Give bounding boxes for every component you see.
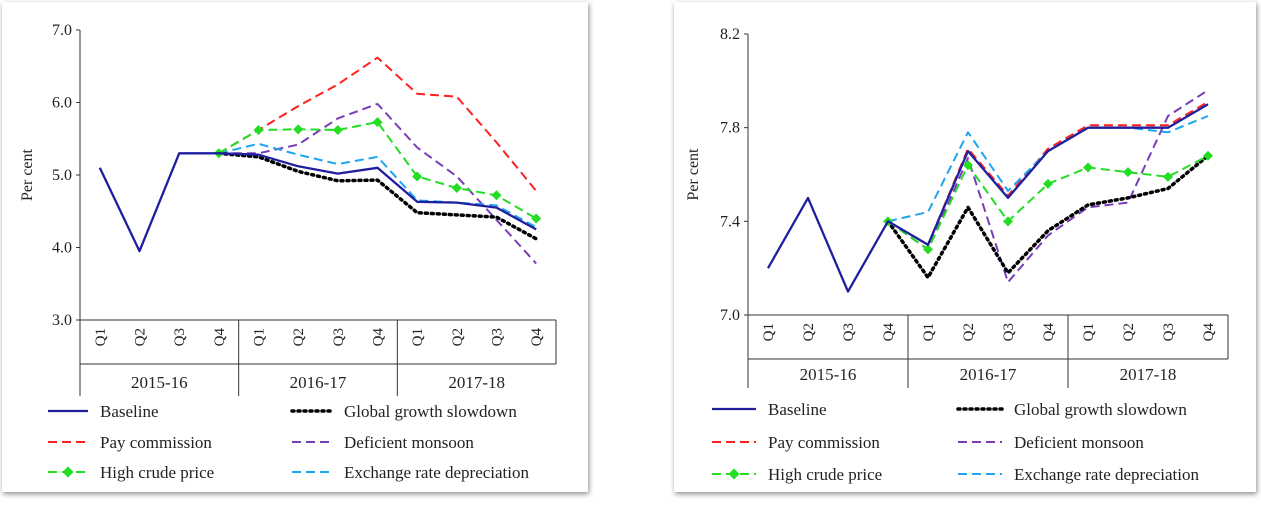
data-point-diamond — [1123, 167, 1133, 178]
y-tick-label: 7.8 — [720, 120, 740, 137]
data-point-diamond — [253, 125, 264, 136]
x-tick-label: Q3 — [1001, 323, 1017, 341]
data-point-diamond — [372, 117, 383, 128]
legend-label: Baseline — [768, 400, 827, 419]
data-point-diamond — [963, 160, 973, 171]
data-point-diamond — [332, 125, 343, 136]
data-point-diamond — [1003, 216, 1013, 227]
series-line-exchange-rate-depreciation — [218, 142, 537, 229]
legend-diamond — [62, 466, 74, 478]
legend-label: Exchange rate depreciation — [1014, 465, 1200, 484]
year-label: 2015-16 — [800, 365, 857, 384]
legend-label: Exchange rate depreciation — [344, 463, 530, 482]
chart-panel-left: 3.0 4.0 5.0 6.0 7.0 Per cent Q1 Q2 Q3 Q4 Q1 Q2 Q3 Q4 Q… — [2, 2, 588, 492]
series-line-pay-commission — [218, 56, 537, 192]
chart-right: 7.0 7.4 7.8 8.2 Per cent Q1 Q2 Q3 Q4 Q1 Q2 Q3 Q4 Q1 Q2… — [685, 26, 1229, 484]
chart-left: 3.0 4.0 5.0 6.0 7.0 Per cent Q1 Q2 Q3 Q4 Q1 Q2 Q3 Q4 Q… — [19, 22, 557, 482]
x-tick-label: Q1 — [410, 328, 426, 346]
year-label: 2015-16 — [131, 373, 188, 392]
x-tick-label: Q3 — [172, 328, 188, 346]
legend-label: High crude price — [768, 465, 882, 484]
data-point-diamond — [1203, 150, 1213, 161]
data-point-diamond — [451, 183, 462, 194]
x-tick-label: Q2 — [1121, 323, 1137, 341]
legend-label: High crude price — [100, 463, 214, 482]
x-tick-label: Q4 — [1041, 323, 1057, 342]
legend-diamond — [728, 468, 740, 480]
x-tick-label: Q1 — [93, 328, 109, 346]
y-tick-label: 8.2 — [720, 26, 740, 43]
x-tick-label: Q1 — [921, 323, 937, 341]
y-tick-label: 5.0 — [52, 167, 72, 184]
year-label: 2016-17 — [960, 365, 1017, 384]
data-point-diamond — [293, 124, 304, 135]
data-point-diamond — [412, 171, 423, 182]
series-line-global-growth-slowdown — [217, 151, 538, 241]
y-tick-label: 6.0 — [52, 95, 72, 112]
series-line-high-crude-price — [218, 121, 537, 220]
x-tick-label: Q4 — [881, 323, 897, 342]
x-tick-label: Q3 — [490, 328, 506, 346]
y-axis-label: Per cent — [685, 148, 702, 201]
x-tick-label: Q2 — [291, 328, 307, 346]
x-tick-label: Q1 — [761, 323, 777, 341]
year-label: 2016-17 — [290, 373, 347, 392]
chart-panel-right: 7.0 7.4 7.8 8.2 Per cent Q1 Q2 Q3 Q4 Q1 Q2 Q3 Q4 Q1 Q2… — [674, 2, 1256, 492]
x-tick-label: Q4 — [1201, 323, 1217, 342]
x-tick-label: Q3 — [841, 323, 857, 341]
year-label: 2017-18 — [1120, 365, 1177, 384]
legend-label: Deficient monsoon — [344, 433, 474, 452]
x-tick-label: Q1 — [1081, 323, 1097, 341]
x-tick-label: Q4 — [371, 328, 387, 347]
x-tick-label: Q2 — [133, 328, 149, 346]
data-point-diamond — [1043, 178, 1053, 189]
series-line-baseline — [98, 152, 537, 253]
data-point-diamond — [1163, 171, 1173, 182]
y-axis-label: Per cent — [19, 148, 36, 201]
y-tick-label: 7.0 — [52, 22, 72, 39]
x-tick-label: Q1 — [252, 328, 268, 346]
legend-label: Pay commission — [100, 433, 212, 452]
y-tick-label: 7.4 — [720, 213, 740, 230]
x-tick-label: Q2 — [961, 323, 977, 341]
x-tick-label: Q2 — [450, 328, 466, 346]
data-point-diamond — [491, 190, 502, 201]
series-line-baseline — [767, 103, 1209, 293]
legend-label: Baseline — [100, 402, 159, 421]
data-point-diamond — [531, 213, 542, 224]
legend-label: Global growth slowdown — [344, 402, 517, 421]
series-line-deficient-monsoon — [887, 89, 1209, 284]
year-label: 2017-18 — [448, 373, 505, 392]
x-tick-label: Q3 — [331, 328, 347, 346]
x-tick-label: Q4 — [212, 328, 228, 347]
y-tick-label: 4.0 — [52, 240, 72, 257]
x-tick-label: Q2 — [801, 323, 817, 341]
series-line-global-growth-slowdown — [886, 154, 1210, 280]
series-line-deficient-monsoon — [218, 102, 537, 265]
y-tick-label: 7.0 — [720, 307, 740, 324]
y-tick-label: 3.0 — [52, 312, 72, 329]
legend-label: Global growth slowdown — [1014, 400, 1187, 419]
series-line-pay-commission — [887, 101, 1209, 246]
x-tick-label: Q4 — [529, 328, 545, 347]
data-point-diamond — [1083, 162, 1093, 173]
x-tick-label: Q3 — [1161, 323, 1177, 341]
legend-label: Pay commission — [768, 433, 880, 452]
data-point-diamond — [923, 244, 933, 255]
legend-label: Deficient monsoon — [1014, 433, 1144, 452]
